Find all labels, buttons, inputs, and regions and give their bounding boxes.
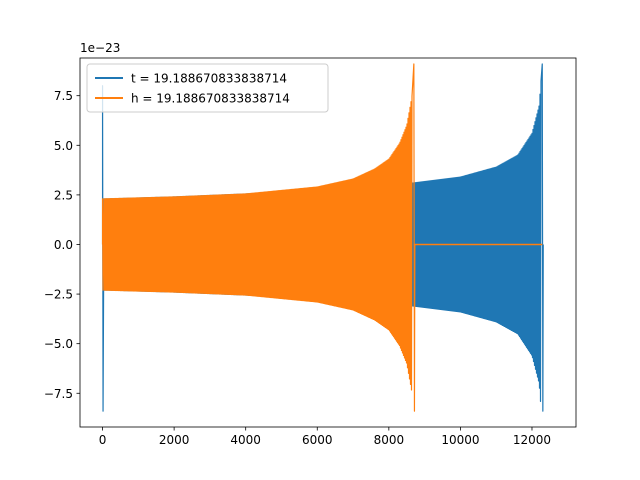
x-tick-label: 4000	[230, 433, 261, 447]
axes-frame	[79, 57, 577, 428]
y-tick-label: 0.0	[54, 238, 73, 252]
x-tick-label: 12000	[513, 433, 551, 447]
series-h-line	[101, 63, 543, 412]
y-offset-text: 1e−23	[80, 41, 120, 55]
x-tick-label: 0	[99, 433, 107, 447]
legend-box	[86, 63, 329, 113]
x-tick-label: 10000	[441, 433, 479, 447]
y-tick-label: −5.0	[44, 337, 73, 351]
y-tick-label: 7.5	[54, 89, 73, 103]
y-tick-label: −7.5	[44, 387, 73, 401]
legend-label: t = 19.188670833838714	[131, 72, 287, 86]
x-tick-label: 2000	[159, 433, 190, 447]
legend: t = 19.188670833838714 h = 19.18867083383…	[86, 63, 329, 113]
x-axis-ticks: 0 2000 4000 6000 8000 10000 12000	[99, 427, 551, 447]
legend-label: h = 19.188670833838714	[131, 92, 290, 106]
series-line-path	[101, 63, 416, 412]
y-tick-label: −2.5	[44, 288, 73, 302]
y-tick-label: 5.0	[54, 139, 73, 153]
series-layer	[101, 63, 544, 412]
x-tick-label: 6000	[302, 433, 333, 447]
x-tick-label: 8000	[374, 433, 405, 447]
y-tick-label: 2.5	[54, 188, 73, 202]
y-axis-ticks: −7.5 −5.0 −2.5 0.0 2.5 5.0 7.5	[44, 89, 80, 401]
